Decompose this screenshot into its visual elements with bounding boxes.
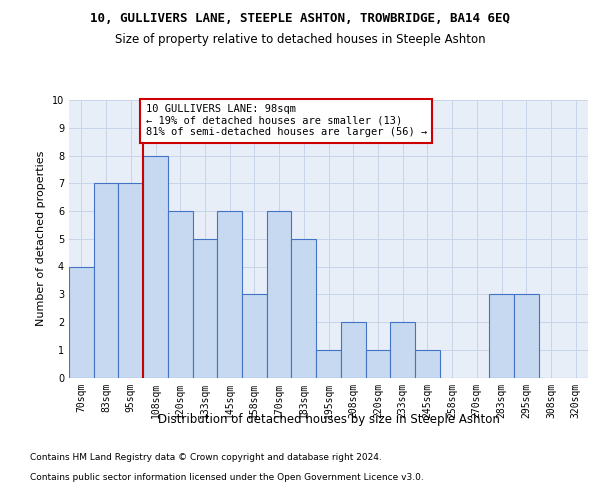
Bar xyxy=(365,350,390,378)
Bar xyxy=(143,156,168,378)
Bar xyxy=(69,266,94,378)
Bar xyxy=(415,350,440,378)
Text: Distribution of detached houses by size in Steeple Ashton: Distribution of detached houses by size … xyxy=(158,412,500,426)
Text: 10 GULLIVERS LANE: 98sqm
← 19% of detached houses are smaller (13)
81% of semi-d: 10 GULLIVERS LANE: 98sqm ← 19% of detach… xyxy=(146,104,427,138)
Bar xyxy=(390,322,415,378)
Bar xyxy=(242,294,267,378)
Bar xyxy=(489,294,514,378)
Bar xyxy=(118,183,143,378)
Bar xyxy=(267,211,292,378)
Bar xyxy=(514,294,539,378)
Text: 10, GULLIVERS LANE, STEEPLE ASHTON, TROWBRIDGE, BA14 6EQ: 10, GULLIVERS LANE, STEEPLE ASHTON, TROW… xyxy=(90,12,510,26)
Bar xyxy=(316,350,341,378)
Text: Size of property relative to detached houses in Steeple Ashton: Size of property relative to detached ho… xyxy=(115,32,485,46)
Bar xyxy=(292,239,316,378)
Bar xyxy=(341,322,365,378)
Bar xyxy=(193,239,217,378)
Bar xyxy=(168,211,193,378)
Y-axis label: Number of detached properties: Number of detached properties xyxy=(37,151,46,326)
Bar xyxy=(217,211,242,378)
Bar xyxy=(94,183,118,378)
Text: Contains public sector information licensed under the Open Government Licence v3: Contains public sector information licen… xyxy=(30,472,424,482)
Text: Contains HM Land Registry data © Crown copyright and database right 2024.: Contains HM Land Registry data © Crown c… xyxy=(30,452,382,462)
